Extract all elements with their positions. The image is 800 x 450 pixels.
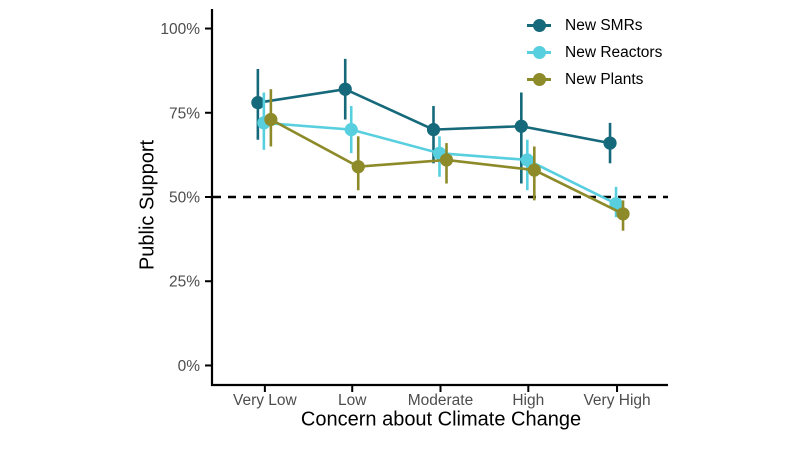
y-tick-label: 25% (169, 274, 200, 291)
data-point-new-reactors-low (344, 123, 358, 137)
legend-marker-icon (527, 19, 551, 33)
legend-item-new-smrs: New SMRs (527, 12, 662, 39)
data-point-new-smrs-low (338, 82, 352, 96)
legend-label: New Reactors (565, 43, 663, 61)
legend-item-new-reactors: New Reactors (527, 39, 662, 66)
y-tick-label: 75% (169, 105, 200, 122)
legend-item-new-plants: New Plants (527, 66, 662, 93)
data-point-new-reactors-very-high (609, 197, 623, 211)
legend: New SMRs New Reactors New Plants (527, 12, 662, 93)
legend-label: New Plants (565, 70, 644, 88)
x-tick-label-very-low: Very Low (233, 392, 298, 409)
series-new-reactors (257, 92, 623, 218)
y-tick-label: 0% (178, 358, 201, 375)
data-point-new-plants-low (351, 160, 365, 174)
y-axis-title: Public Support (136, 139, 159, 271)
data-point-new-smrs-very-low (251, 96, 265, 110)
y-axis-ticks: 0% 25% 50% 75% 100% (160, 21, 211, 375)
data-point-new-reactors-high (520, 153, 534, 167)
legend-label: New SMRs (565, 16, 643, 34)
axes (210, 9, 668, 387)
series-new-plants (264, 89, 630, 231)
data-point-new-smrs-very-high (603, 136, 617, 150)
data-point-new-plants-moderate (439, 153, 454, 167)
legend-marker-icon (527, 73, 551, 87)
data-point-new-smrs-moderate (426, 123, 441, 137)
data-point-new-plants-very-low (264, 112, 278, 127)
x-axis-ticks: Very Low Low Moderate High Very High (233, 386, 651, 409)
x-tick-label-moderate: Moderate (408, 392, 473, 409)
legend-marker-icon (527, 46, 551, 60)
data-point-new-plants-high (527, 163, 541, 177)
series-new-smrs (251, 58, 617, 184)
y-tick-label: 50% (169, 190, 200, 207)
x-tick-label-low: Low (338, 392, 367, 409)
x-tick-label-very-high: Very High (583, 392, 650, 409)
x-axis-title: Concern about Climate Change (300, 408, 582, 431)
x-tick-label-high: High (512, 392, 544, 409)
data-point-new-smrs-high (514, 119, 528, 133)
data-point-new-plants-very-high (616, 207, 630, 221)
y-tick-label: 100% (160, 21, 200, 38)
